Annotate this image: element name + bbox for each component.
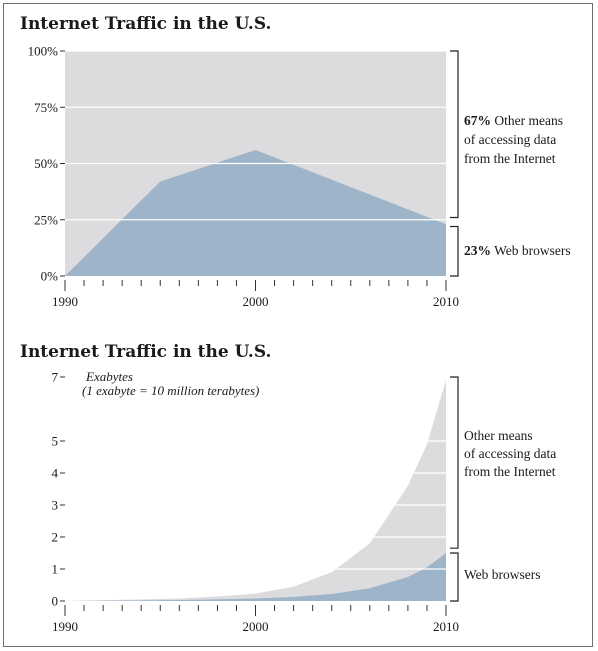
chart-1-title: Internet Traffic in the U.S. [20,14,271,34]
chart-1-area-web-browsers [65,150,446,276]
chart-2-annotation-browsers: Web browsers [464,567,541,582]
chart-2-xtick-label: 1990 [52,619,78,634]
chart-2-annotations: Other means of accessing data from the I… [464,428,556,582]
chart-1-annotation-other-line-2: of accessing data [464,132,556,147]
chart-2-ylabel: Exabytes [85,369,133,384]
chart-1-plot-area: 0% 25% 50% 75% 100% 1990 2000 2010 [28,44,459,310]
chart-1-annotation-other-pct: 67% [464,113,491,128]
chart-1: Internet Traffic in the U.S. 0% 25% 50% 75%… [20,14,571,309]
chart-2-ytick-label: 7 [52,370,59,385]
chart-2-bracket-0 [450,376,459,549]
chart-2-ytick-label: 2 [52,530,59,545]
chart-1-ytick-label: 75% [34,100,58,115]
chart-2-annotation-other-line-1: Other means [464,428,533,443]
chart-2-annotation-other-line-2: of accessing data [464,446,556,461]
chart-1-annotation-browsers-text: Web browsers [494,243,571,258]
chart-1-xtick-label: 2000 [243,294,269,309]
chart-2-xtick-label: 2010 [433,619,459,634]
chart-1-ytick-label: 0% [41,269,59,284]
chart-1-bracket-1 [450,225,459,277]
chart-1-annotation-other-line-3: from the Internet [464,151,556,166]
chart-2-ytick-label: 3 [52,498,59,513]
chart-2-annotation-other-line-3: from the Internet [464,464,556,479]
chart-1-xtick-label: 1990 [52,294,78,309]
chart-2-ytick-label: 4 [52,466,59,481]
chart-2-ytick-label: 0 [52,594,59,609]
chart-1-ytick-label: 25% [34,212,58,227]
chart-1-annotations: 67% Other means of accessing data from t… [464,113,571,258]
chart-2-ylabel-note: (1 exabyte = 10 million terabytes) [82,383,259,398]
chart-1-bracket-0 [450,50,459,219]
chart-1-annotation-other-line-1-text: Other means [494,113,563,128]
chart-1-annotation-other: 67% Other means [464,113,563,128]
chart-1-ytick-label: 100% [28,44,59,59]
chart-1-annotation-browsers: 23% Web browsers [464,243,571,258]
chart-2-bracket-1 [450,552,459,602]
chart-1-ytick-label: 50% [34,156,58,171]
chart-2-plot-area: 0 1 2 3 4 5 7 1990 2000 2010 [52,370,460,635]
chart-2: Internet Traffic in the U.S. 0 1 2 3 4 5 7 1990… [20,342,556,634]
chart-2-area-web-browsers [65,553,446,601]
chart-2-title: Internet Traffic in the U.S. [20,342,271,362]
chart-1-xtick-label: 2010 [433,294,459,309]
chart-2-ytick-label: 1 [52,562,59,577]
chart-1-annotation-browsers-pct: 23% [464,243,491,258]
chart-2-xtick-label: 2000 [243,619,269,634]
chart-2-area-other [65,380,446,601]
chart-2-ytick-label: 5 [52,434,59,449]
